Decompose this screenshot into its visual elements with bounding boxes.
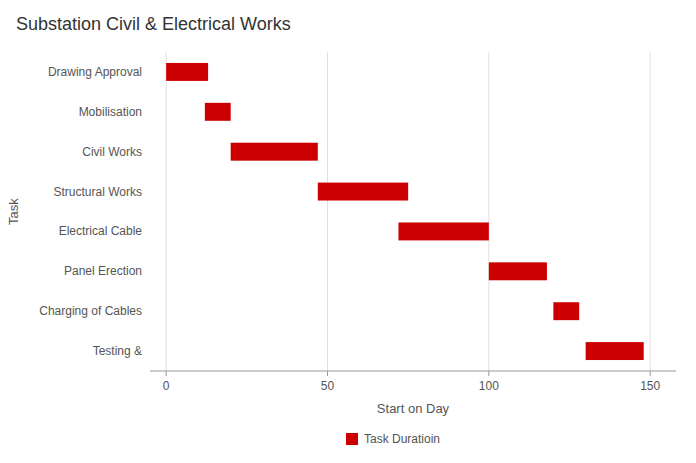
legend-label: Task Duratioin: [364, 432, 440, 446]
legend: Task Duratioin: [346, 432, 440, 446]
y-tick-label: Civil Works: [82, 145, 142, 159]
y-tick-label: Panel Erection: [64, 264, 142, 278]
chart: Substation Civil & Electrical Works 0 50 10…: [0, 0, 696, 463]
grid-line: [650, 52, 651, 371]
x-tick: [488, 371, 489, 376]
bar: [553, 302, 579, 320]
x-tick: [650, 371, 651, 376]
bar: [586, 342, 644, 360]
grid-line: [488, 52, 489, 371]
grid-line: [166, 52, 167, 371]
bar: [166, 63, 208, 81]
bars: [166, 63, 644, 360]
x-tick: [166, 371, 167, 376]
x-axis-label: Start on Day: [377, 401, 450, 416]
grid-line: [327, 52, 328, 371]
bar: [231, 143, 318, 161]
y-tick-label: Structural Works: [54, 185, 142, 199]
bar: [398, 222, 488, 240]
x-tick-label: 50: [321, 379, 335, 393]
y-tick-label: Testing &: [93, 344, 142, 358]
y-tick-label: Mobilisation: [79, 105, 142, 119]
legend-swatch: [346, 433, 358, 445]
x-axis-line: [150, 371, 676, 372]
title: Substation Civil & Electrical Works: [16, 14, 291, 34]
y-axis-label: Task: [6, 198, 21, 225]
bar: [318, 183, 408, 201]
y-tick-label: Drawing Approval: [48, 65, 142, 79]
bar: [489, 262, 547, 280]
y-tick-label: Electrical Cable: [59, 224, 143, 238]
x-tick: [327, 371, 328, 376]
x-tick-label: 100: [479, 379, 499, 393]
x-tick-label: 150: [640, 379, 660, 393]
y-tick-label: Charging of Cables: [39, 304, 142, 318]
x-tick-label: 0: [163, 379, 170, 393]
bar: [205, 103, 231, 121]
